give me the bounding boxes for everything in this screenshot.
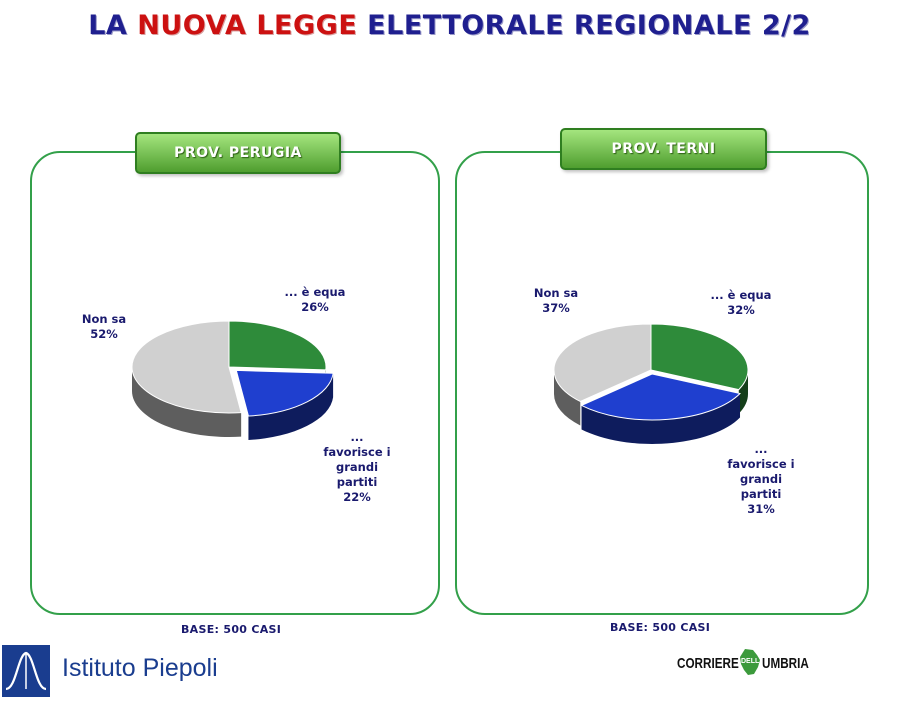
umbria-map-icon [740,649,760,675]
label-terni-favorisce-line1: ... [754,442,768,456]
logo-istituto-piepoli: Istituto Piepoli [2,645,218,697]
title-part-nuova-legge: NUOVA LEGGE [137,10,358,41]
base-note-perugia: BASE: 500 CASI [181,623,282,636]
page-title: LA NUOVA LEGGE ELETTORALE REGIONALE 2/2 [0,10,899,41]
title-part-la: LA [88,10,128,41]
dell-word: DELL [741,658,760,665]
label-terni-favorisce-line3: grandi [739,472,783,486]
label-terni-non-sa-text: Non sa [533,286,579,300]
label-terni-equa-text: ... è equa [710,288,772,302]
pie-0-slice-favorisce [235,369,334,417]
pie-0 [131,320,334,441]
label-terni-favorisce: ... favorisce i grandi partiti 31% [716,442,806,517]
pie-1-slice-equa [650,323,749,391]
panel-perugia [30,151,440,615]
logo-corriere-umbria: CORRIERE DELL UMBRIA [677,648,809,680]
chart-title-perugia: PROV. PERUGIA [135,132,341,174]
label-perugia-equa-value: 26% [301,300,329,314]
base-note-terni: BASE: 500 CASI [610,621,711,634]
pie-1-slice-non_sa [553,323,652,403]
title-part-rest: ELETTORALE REGIONALE 2/2 [367,10,811,41]
pie-1-side-favorisce [581,393,741,444]
label-perugia-equa-text: ... è equa [284,285,346,299]
piepoli-logo-icon [2,645,50,697]
piepoli-logo-text: Istituto Piepoli [62,654,218,682]
pie-1 [553,323,749,444]
label-perugia-non-sa-text: Non sa [81,312,127,326]
chart-title-terni: PROV. TERNI [560,128,767,170]
pie-1-slice-favorisce [580,373,742,421]
pie-0-slice-non_sa [131,320,242,414]
label-terni-equa: ... è equa 32% [695,288,787,318]
label-perugia-favorisce-line1: ... [350,430,364,444]
label-terni-favorisce-value: 31% [747,502,775,516]
pie-0-slice-equa [228,320,327,371]
label-perugia-equa: ... è equa 26% [270,285,360,315]
label-perugia-non-sa-value: 52% [90,327,118,341]
umbria-word: UMBRIA [762,655,809,672]
label-terni-favorisce-line2: favorisce i [727,457,795,471]
pie-0-side-non_sa [132,367,242,437]
label-perugia-non-sa: Non sa 52% [70,312,138,342]
pie-1-side-non_sa [554,370,581,426]
label-perugia-favorisce-line4: partiti [336,475,378,489]
corriere-word: CORRIERE [677,655,739,672]
label-terni-non-sa: Non sa 37% [522,286,590,316]
label-perugia-favorisce-line2: favorisce i [323,445,391,459]
label-terni-non-sa-value: 37% [542,301,570,315]
label-terni-favorisce-line4: partiti [740,487,782,501]
label-perugia-favorisce-line3: grandi [335,460,379,474]
pie-0-side-favorisce [248,373,334,441]
label-terni-equa-value: 32% [727,303,755,317]
label-perugia-favorisce: ... favorisce i grandi partiti 22% [313,430,401,505]
label-perugia-favorisce-value: 22% [343,490,371,504]
